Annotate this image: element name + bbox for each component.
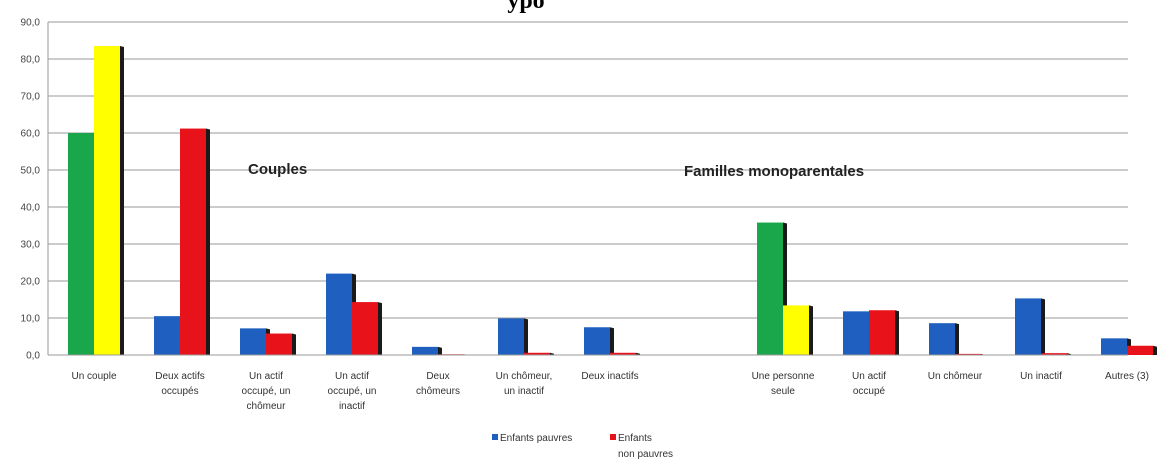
group-label-couples: Couples (248, 161, 307, 178)
bar-enfants-non-pauvres (869, 310, 899, 355)
bar-enfants-pauvres (929, 323, 959, 355)
bar-side (292, 333, 296, 355)
y-tick-label: 90,0 (21, 18, 41, 29)
bar-enfants-pauvres (154, 316, 184, 355)
x-category-label: Un actif occupé, un inactif (328, 371, 377, 412)
bar-side (550, 352, 554, 355)
bar-face (869, 310, 895, 355)
bar-enfants-pauvres (843, 311, 873, 355)
bar-enfants-non-pauvres (524, 352, 554, 355)
bar-face (757, 222, 783, 355)
legend-swatch-enfants-non-pauvres (610, 434, 616, 440)
y-tick-label: 70,0 (21, 92, 41, 103)
x-category-label: Un couple (71, 371, 116, 382)
x-category-label: Un chômeur, un inactif (496, 371, 553, 397)
x-category-label: Autres (3) (1105, 371, 1149, 382)
bar-enfants-pauvres (240, 328, 270, 355)
bar-face (1127, 345, 1153, 355)
bar-face (783, 305, 809, 355)
bar-side (524, 318, 528, 355)
bar-enfants-pauvres (326, 273, 356, 355)
bar-face (584, 327, 610, 355)
x-axis: Un couple Deux actifs occupés Un actif occup… (48, 354, 1149, 412)
bar-side (809, 305, 813, 355)
x-category-label: Une personne seule (752, 371, 815, 397)
bar-side (120, 46, 124, 356)
bar-enfants-non-pauvres (266, 333, 296, 355)
bar-side (610, 327, 614, 355)
y-axis: 0,0 10,0 20,0 30,0 40,0 50,0 60,0 70,0 80,0 90,0 (21, 18, 49, 362)
bar-enfants-pauvres (584, 327, 614, 355)
bar-enfants-non-pauvres (783, 305, 813, 355)
legend-swatch-enfants-pauvres (492, 434, 498, 440)
bar-face (154, 316, 180, 355)
bar-face (180, 128, 206, 355)
bar-face (412, 346, 438, 355)
bar-side (1153, 345, 1157, 355)
bar-face (929, 323, 955, 355)
bar-enfants-non-pauvres (610, 352, 640, 355)
y-tick-label: 60,0 (21, 129, 41, 140)
bar-enfants-pauvres (1101, 338, 1131, 355)
bar-face (610, 352, 636, 355)
bar-enfants-non-pauvres (352, 302, 382, 355)
bar-face (1101, 338, 1127, 355)
x-category-label: Un actif occupé (852, 371, 886, 397)
group-label-familles-monoparentales: Familles monoparentales (684, 163, 864, 180)
bar-enfants-non-pauvres (1127, 345, 1157, 355)
y-tick-label: 10,0 (21, 314, 41, 325)
bar-face (524, 352, 550, 355)
bar-enfants-non-pauvres (94, 46, 124, 356)
bar-face (1041, 353, 1067, 355)
bar-face (1015, 298, 1041, 355)
bar-side (438, 346, 442, 355)
bar-face (68, 133, 94, 355)
bar-side (1041, 298, 1045, 355)
y-tick-label: 0,0 (26, 351, 40, 362)
bar-enfants-non-pauvres (180, 128, 210, 355)
x-category-label: Deux inactifs (581, 371, 638, 382)
bar-face (94, 46, 120, 356)
x-category-label: Deux chômeurs (416, 371, 460, 397)
legend-label-enfants-pauvres: Enfants pauvres (500, 433, 572, 444)
legend: Enfants pauvres Enfants non pauvres (492, 433, 673, 460)
bar-face (326, 273, 352, 355)
x-category-label: Deux actifs occupés (155, 371, 204, 397)
legend-label-enfants-non-pauvres: Enfants non pauvres (618, 433, 673, 460)
bar-side (955, 323, 959, 355)
bar-enfants-pauvres (68, 133, 98, 355)
bar-enfants-pauvres (1015, 298, 1045, 355)
bar-face (240, 328, 266, 355)
gridlines (48, 21, 1128, 356)
chart-title-partial: ypo (507, 0, 544, 14)
y-tick-label: 30,0 (21, 240, 41, 251)
y-tick-label: 20,0 (21, 277, 41, 288)
bar-enfants-pauvres (757, 222, 787, 355)
bar-side (378, 302, 382, 355)
bar-enfants-pauvres (498, 318, 528, 355)
x-category-label: Un inactif (1020, 371, 1062, 382)
bars (68, 46, 1157, 356)
bar-side (895, 310, 899, 355)
bar-face (843, 311, 869, 355)
y-tick-label: 80,0 (21, 55, 41, 66)
bar-face (498, 318, 524, 355)
y-tick-label: 40,0 (21, 203, 41, 214)
bar-side (636, 352, 640, 355)
bar-face (955, 353, 981, 355)
bar-face (352, 302, 378, 355)
x-category-label: Un chômeur (928, 371, 983, 382)
bar-face (266, 333, 292, 355)
bar-side (206, 128, 210, 355)
y-tick-label: 50,0 (21, 166, 41, 177)
bar-enfants-pauvres (412, 346, 442, 355)
x-category-label: Un actif occupé, un chômeur (242, 371, 291, 412)
